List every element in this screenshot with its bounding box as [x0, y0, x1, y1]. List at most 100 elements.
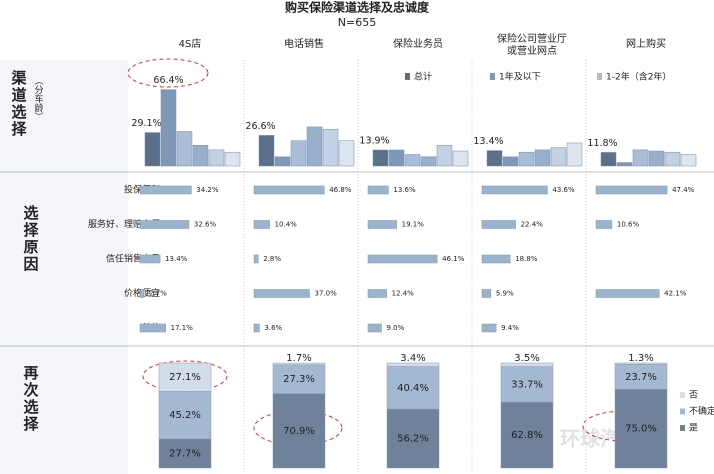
value-label: 40.4%: [397, 383, 429, 394]
value-label: 43.6%: [552, 186, 575, 194]
legend-swatch: [680, 425, 685, 431]
column-header: 4S店: [179, 37, 202, 50]
bar: [338, 140, 355, 167]
subtitle: N=655: [338, 16, 376, 29]
value-label: 10.6%: [617, 221, 640, 229]
bar: [481, 323, 497, 333]
bar: [367, 220, 397, 229]
value-label: 34.2%: [196, 186, 219, 194]
bar-segment: [614, 389, 668, 469]
bar: [367, 323, 382, 333]
legend-swatch: [597, 73, 602, 80]
section-label: 选择原因: [22, 204, 40, 273]
bar: [404, 154, 421, 167]
value-label: 45.2%: [169, 410, 201, 421]
value-label: 27.7%: [169, 448, 201, 459]
legend-label: 1-2年（含2年）: [606, 71, 671, 83]
bar: [253, 220, 270, 229]
legend-swatch: [680, 408, 685, 415]
bar: [322, 128, 339, 167]
bar: [144, 132, 161, 167]
value-label: 3.5%: [514, 353, 539, 364]
value-label: 2.7%: [149, 290, 167, 298]
bar: [208, 149, 225, 167]
bar: [648, 150, 665, 167]
section-note: （分车龄）: [33, 76, 44, 121]
bar: [566, 142, 583, 167]
bar-segment: [272, 362, 326, 366]
bar-segment: [386, 408, 440, 469]
legend-label: 否: [689, 390, 698, 401]
bar: [595, 185, 668, 195]
value-label: 9.4%: [501, 324, 519, 332]
bar: [420, 156, 437, 167]
value-label: 11.8%: [587, 138, 617, 149]
value-label: 32.6%: [194, 221, 217, 229]
bar-segment: [158, 438, 212, 469]
value-label: 3.4%: [400, 353, 425, 364]
bar: [600, 152, 617, 167]
bar-segment: [500, 366, 554, 403]
column-header: 保险业务员: [393, 37, 443, 50]
value-label: 19.1%: [402, 221, 425, 229]
value-label: 5.9%: [496, 290, 514, 298]
value-label: 13.4%: [165, 255, 188, 263]
bar: [139, 220, 190, 229]
value-label: 2.8%: [263, 255, 281, 263]
value-label: 42.1%: [664, 290, 687, 298]
column-header: 电话销售: [284, 37, 324, 50]
bar-segment: [272, 364, 326, 394]
bar: [367, 254, 438, 264]
bar: [616, 162, 633, 167]
bar: [481, 289, 492, 298]
legend-swatch: [405, 73, 410, 80]
value-label: 3.6%: [264, 324, 282, 332]
value-label: 37.0%: [315, 290, 338, 298]
bar-segment: [500, 362, 554, 367]
value-label: 1.3%: [628, 353, 653, 364]
value-label: 23.7%: [625, 372, 657, 383]
value-label: 47.4%: [672, 186, 695, 194]
value-label: 62.8%: [511, 430, 543, 441]
bar: [388, 149, 405, 167]
legend-swatch: [680, 392, 685, 398]
column-header: 网上购买: [626, 37, 666, 50]
bar: [160, 89, 177, 167]
value-label: 13.6%: [393, 186, 416, 194]
bar: [139, 289, 145, 298]
value-label: 33.7%: [511, 379, 543, 390]
title: 购买保险渠道选择及忠诚度: [285, 0, 430, 15]
value-label: 26.6%: [245, 121, 275, 132]
bar: [486, 150, 503, 167]
bar: [258, 135, 275, 167]
highlight: [142, 360, 228, 392]
bar: [632, 149, 649, 167]
bar: [595, 220, 613, 229]
bar: [550, 147, 567, 167]
value-label: 27.1%: [169, 372, 201, 383]
value-label: 13.4%: [473, 136, 503, 147]
bar: [372, 149, 389, 167]
bar: [224, 151, 241, 167]
bar: [139, 323, 166, 333]
bar: [502, 156, 519, 167]
value-label: 13.9%: [359, 136, 389, 147]
bar: [139, 185, 192, 195]
bar: [481, 220, 516, 229]
value-label: 29.1%: [131, 118, 161, 129]
bar: [367, 289, 387, 298]
bar-segment: [386, 366, 440, 410]
bar: [518, 151, 535, 167]
bar: [680, 154, 697, 167]
bar: [367, 185, 389, 195]
bar: [481, 185, 548, 195]
value-label: 46.8%: [329, 186, 352, 194]
bar: [452, 150, 469, 167]
legend-label: 总计: [414, 71, 432, 83]
bar: [176, 131, 193, 167]
value-label: 22.4%: [521, 221, 544, 229]
legend-swatch: [490, 73, 495, 80]
bar: [274, 156, 291, 167]
bar: [436, 145, 453, 167]
